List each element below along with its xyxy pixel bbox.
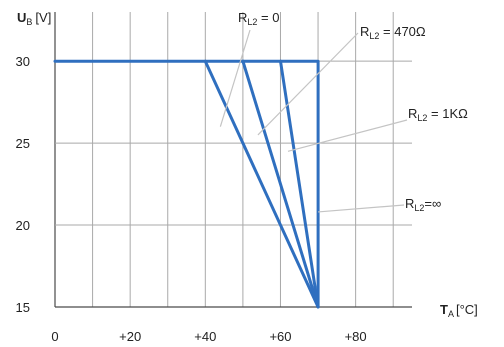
y-tick-label: 30 [16,54,30,69]
annotation-leader [219,29,251,127]
annotations: RL2 = 0 RL2 = 470Ω RL2 = 1KΩ RL2=∞ [219,10,468,213]
x-axis-title: TA [°C] [440,302,478,319]
series-line [279,59,320,309]
x-tick-label: 0 [51,329,58,344]
x-tick-label: +20 [119,329,141,344]
series [53,59,320,309]
series-line [241,59,320,309]
annotation-label: RL2 = 1KΩ [408,106,468,123]
grid [54,12,412,308]
annotation-label: RL2 = 470Ω [360,24,426,41]
series-line [53,59,320,309]
annotation-leader [257,32,359,136]
annotation-leader [287,119,408,152]
x-tick-label: +60 [269,329,291,344]
series-line [203,59,320,309]
y-axis-title: UB [V] [17,10,51,27]
annotation-label: RL2=∞ [405,196,441,213]
y-tick-label: 20 [16,218,30,233]
annotation-leader [318,204,405,213]
x-tick-label: +80 [345,329,367,344]
annotation-label: RL2 = 0 [238,10,279,27]
tick-labels: 0 +20 +40 +60 +80 15 20 25 30 [16,54,367,344]
y-tick-label: 15 [16,300,30,315]
x-tick-label: +40 [194,329,216,344]
y-tick-label: 25 [16,136,30,151]
